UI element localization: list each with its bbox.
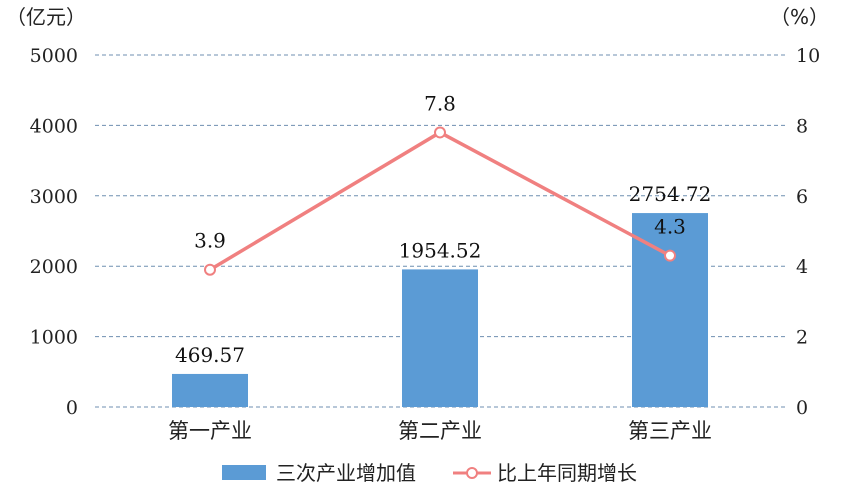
right-tick-label: 6 [796,186,808,208]
growth-point [434,126,446,139]
legend-bar-swatch [222,465,266,480]
bar [632,213,708,407]
right-tick-label: 4 [796,256,808,278]
growth-value-label: 4.3 [654,215,686,239]
growth-point [204,263,216,276]
right-tick-label: 2 [796,327,808,349]
bar-value-label: 1954.52 [399,238,482,262]
left-axis-unit: （亿元） [6,5,86,29]
right-tick-label: 8 [796,115,808,137]
left-tick-label: 1000 [30,327,78,349]
legend-line-marker [466,467,478,479]
bars [172,213,708,407]
category-label: 第三产业 [628,419,712,443]
right-tick-label: 0 [796,397,808,419]
legend: 三次产业增加值 比上年同期增长 [222,461,637,485]
left-tick-label: 4000 [30,115,78,137]
left-tick-label: 0 [66,397,78,419]
growth-line [204,126,676,276]
category-label: 第一产业 [168,419,252,443]
legend-bar-label: 三次产业增加值 [276,461,416,485]
bar [402,269,478,407]
growth-value-label: 7.8 [424,91,456,115]
axis-ticks: 0 1000 2000 3000 4000 5000 0 2 4 6 8 10 第一产业 第二产业 第三产业 [30,45,821,443]
left-tick-label: 3000 [30,186,78,208]
growth-value-label: 3.9 [194,229,226,253]
bar-value-label: 2754.72 [629,182,712,206]
left-tick-label: 5000 [30,45,78,67]
right-axis-unit: （%） [770,5,829,29]
bar-value-label: 469.57 [175,343,245,367]
category-label: 第二产业 [398,419,482,443]
right-tick-label: 10 [796,45,820,67]
left-tick-label: 2000 [30,256,78,278]
legend-line-label: 比上年同期增长 [497,461,637,485]
growth-point [664,249,676,262]
data-labels: 469.57 1954.52 2754.72 3.9 7.8 4.3 [175,91,711,367]
bar [172,373,248,407]
